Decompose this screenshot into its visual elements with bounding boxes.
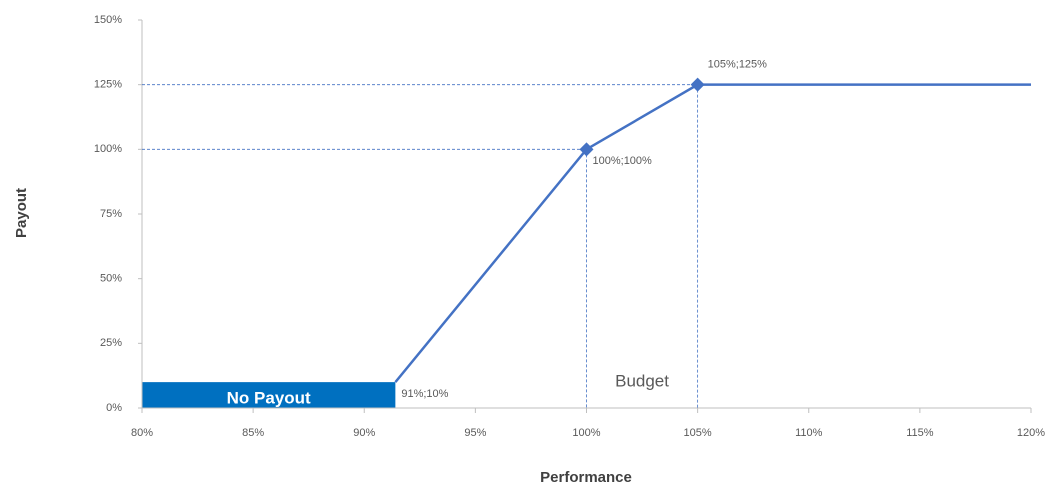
x-tick-label: 80% <box>131 427 153 439</box>
x-tick-label: 95% <box>464 427 486 439</box>
y-tick-label: 100% <box>94 143 122 155</box>
data-label: 91%;10% <box>401 388 448 400</box>
x-tick-label: 120% <box>1017 427 1045 439</box>
y-tick-label: 25% <box>100 337 122 349</box>
x-tick-label: 85% <box>242 427 264 439</box>
data-label: 105%;125% <box>708 59 768 71</box>
no-payout-label: No Payout <box>227 389 311 408</box>
x-tick-label: 90% <box>353 427 375 439</box>
y-tick-label: 50% <box>100 273 122 285</box>
x-tick-label: 110% <box>795 427 823 439</box>
x-tick-label: 115% <box>906 427 934 439</box>
x-tick-label: 105% <box>684 427 712 439</box>
x-axis-title: Performance <box>540 469 632 486</box>
no-payout-box <box>142 382 396 408</box>
data-label: 100%;100% <box>593 155 653 167</box>
budget-label: Budget <box>615 371 669 390</box>
y-tick-label: 125% <box>94 79 122 91</box>
y-tick-label: 75% <box>100 208 122 220</box>
y-tick-label: 150% <box>94 14 122 26</box>
y-tick-label: 0% <box>106 402 122 414</box>
diamond-marker <box>579 142 594 157</box>
diamond-marker <box>690 77 705 92</box>
payout-line <box>394 83 1031 383</box>
x-tick-label: 100% <box>572 427 600 439</box>
y-axis-title: Payout <box>13 188 30 238</box>
